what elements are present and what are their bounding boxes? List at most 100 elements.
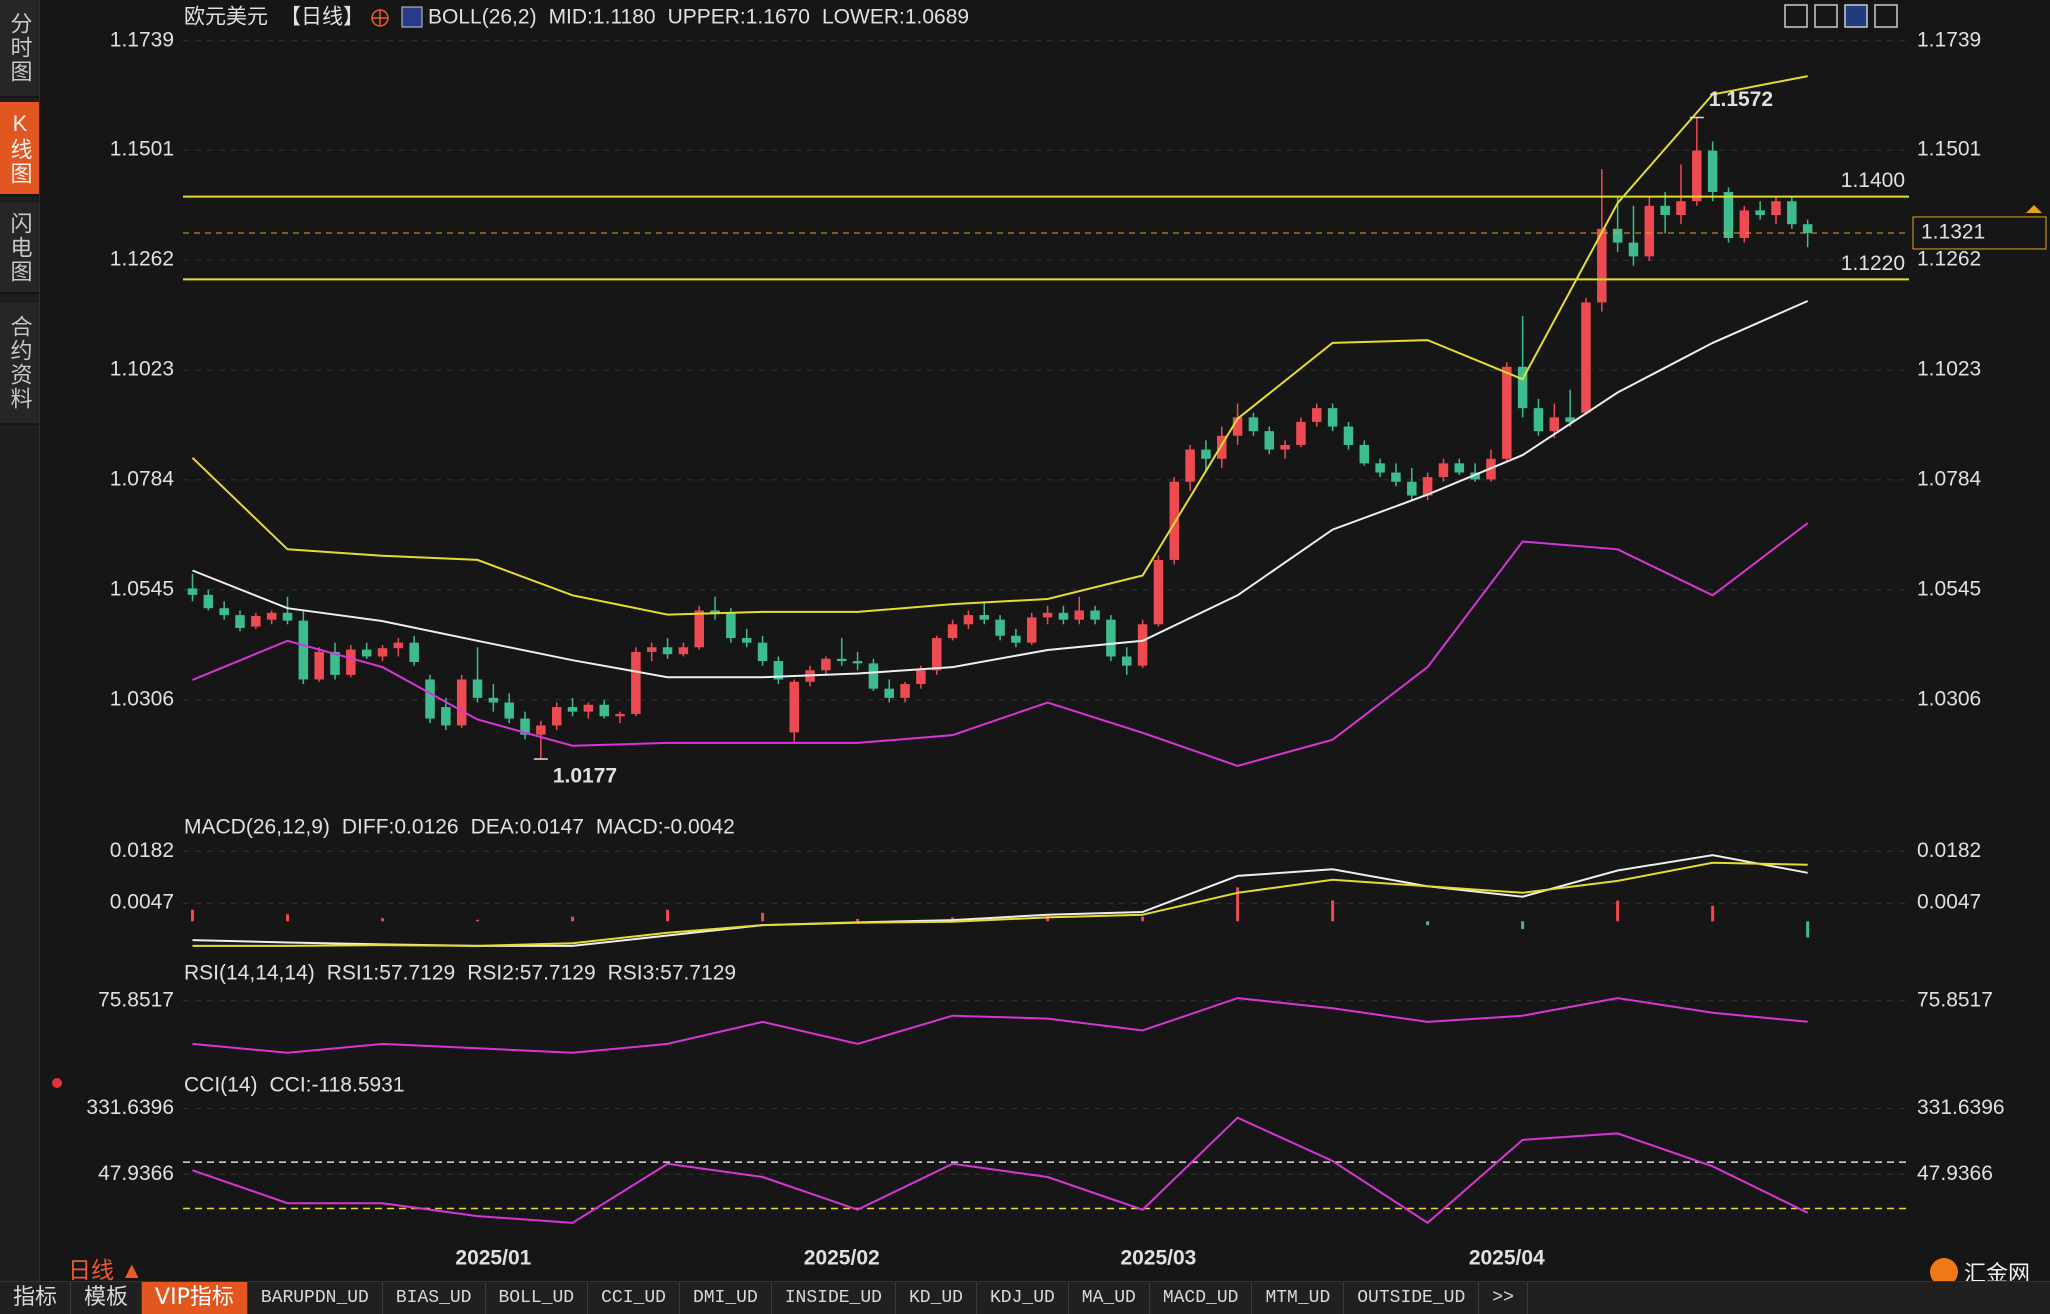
candle-body xyxy=(361,649,372,657)
candle-body xyxy=(1391,472,1401,482)
candle-body xyxy=(995,619,1005,636)
candle-body xyxy=(662,647,673,655)
candle-body xyxy=(1185,449,1195,482)
period-label[interactable]: 日线 ▲ xyxy=(68,1257,144,1283)
sidebar-tab[interactable]: 合约资料 xyxy=(0,303,39,425)
candle-body xyxy=(1533,408,1544,432)
candle-body xyxy=(1217,435,1227,459)
candle-body xyxy=(1502,366,1512,459)
indicator-line xyxy=(192,300,1809,679)
candle-body xyxy=(1676,201,1686,216)
candle-body xyxy=(789,681,799,733)
candle-body xyxy=(979,615,989,620)
last-price-box xyxy=(1912,216,2047,250)
candle-body xyxy=(1644,205,1655,257)
indicator-name: BOLL(26,2) xyxy=(428,6,537,29)
y-tick-label: 1.0306 xyxy=(110,687,174,710)
indicator-tab[interactable]: CCI_UD xyxy=(588,1282,680,1314)
legend-entry: RSI2:57.7129 xyxy=(467,962,595,985)
candle-body xyxy=(900,684,910,698)
candle-body xyxy=(456,679,467,726)
chart-title: 欧元美元 xyxy=(184,6,268,29)
candle-body xyxy=(1359,444,1370,464)
candle-body xyxy=(868,663,879,689)
indicator-line xyxy=(192,854,1808,947)
indicator-tab[interactable]: MTM_UD xyxy=(1252,1282,1345,1314)
candle-body xyxy=(678,647,689,655)
last-price-arrow xyxy=(2026,204,2042,213)
indicator-tab[interactable]: 模板 xyxy=(71,1282,143,1314)
sidebar: 分时图 K线图闪电图合约资料 xyxy=(0,0,40,1281)
candle-body xyxy=(1739,210,1750,239)
indicator-tab[interactable]: MACD_UD xyxy=(1150,1282,1253,1314)
candle-body xyxy=(1802,224,1813,233)
indicator-tab[interactable]: VIP指标 xyxy=(142,1282,248,1314)
candle-body xyxy=(694,610,704,648)
toolbar-icon xyxy=(1814,4,1838,28)
indicator-tab[interactable]: BIAS_UD xyxy=(383,1282,486,1314)
y-tick-label-right: 47.9366 xyxy=(1917,1162,1993,1185)
candle-body xyxy=(1707,150,1718,193)
candle-body xyxy=(1280,444,1290,450)
candle-body xyxy=(931,638,942,671)
candle-body xyxy=(203,594,214,609)
candle-body xyxy=(1422,477,1433,496)
indicator-tab[interactable]: KD_UD xyxy=(896,1282,977,1314)
toolbar-icon xyxy=(1874,4,1898,28)
y-tick-label-right: 1.1023 xyxy=(1917,358,1981,381)
candle-body xyxy=(1169,481,1180,560)
candle-body xyxy=(409,642,419,663)
legend-entry: DEA:0.0147 xyxy=(471,816,584,839)
indicator-tab[interactable]: BOLL_UD xyxy=(486,1282,589,1314)
indicator-tab[interactable]: 指标 xyxy=(0,1282,72,1314)
legend-entry: LOWER:1.0689 xyxy=(822,6,969,29)
chart: 欧元美元 【日线】 BOLL(26,2) MID:1.1180 UPPER:1.1670… xyxy=(52,4,2047,1270)
indicator-tab[interactable]: INSIDE_UD xyxy=(772,1282,896,1314)
y-tick-label: 47.9366 xyxy=(98,1162,174,1185)
legend-entry: CCI:-118.5931 xyxy=(270,1074,405,1097)
indicator-tab[interactable]: BARUPDN_UD xyxy=(248,1282,383,1314)
indicator-tab[interactable]: OUTSIDE_UD xyxy=(1344,1282,1480,1314)
candle-body xyxy=(1470,472,1480,480)
candle-body xyxy=(441,707,451,726)
candle-body xyxy=(821,658,831,671)
candle-body xyxy=(235,615,245,628)
indicator-tab[interactable]: DMI_UD xyxy=(680,1282,772,1314)
candle-body xyxy=(377,648,388,657)
candle-body xyxy=(1327,408,1338,427)
candle-body xyxy=(393,642,404,649)
extreme-label: 1.1572 xyxy=(1709,88,1773,111)
legend-entry: UPPER:1.1670 xyxy=(668,6,810,29)
candle-body xyxy=(1153,559,1164,625)
candle-body xyxy=(567,707,578,712)
indicator-tab[interactable]: >> xyxy=(1479,1282,1528,1314)
candle-body xyxy=(615,713,625,717)
candle-body xyxy=(1074,610,1085,620)
candle-body xyxy=(1058,612,1069,620)
sidebar-tab[interactable]: K线图 xyxy=(0,102,39,196)
x-tick-label: 2025/02 xyxy=(804,1247,880,1270)
candle-body xyxy=(1597,228,1607,303)
sidebar-tab[interactable]: 闪电图 xyxy=(0,203,39,294)
candle-body xyxy=(1201,449,1211,459)
candle-body xyxy=(1343,426,1354,445)
indicator-line xyxy=(192,1116,1809,1225)
sidebar-tab[interactable]: 分时图 xyxy=(0,0,39,98)
candle-body xyxy=(1581,302,1591,413)
candle-body xyxy=(1312,408,1322,422)
y-tick-label: 1.1739 xyxy=(110,28,174,51)
candle-body xyxy=(1122,656,1132,666)
candle-body xyxy=(1660,205,1670,216)
indicator-tab[interactable]: KDJ_UD xyxy=(977,1282,1069,1314)
candle-body xyxy=(836,658,847,662)
x-tick-label: 2025/03 xyxy=(1120,1247,1196,1270)
candle-body xyxy=(551,707,562,726)
y-tick-label-right: 1.1739 xyxy=(1917,28,1981,51)
candle-body xyxy=(583,704,594,712)
y-tick-label-right: 1.0306 xyxy=(1917,687,1981,710)
y-tick-label-right: 1.0545 xyxy=(1917,577,1981,600)
indicator-tab[interactable]: MA_UD xyxy=(1069,1282,1150,1314)
candle-body xyxy=(1565,417,1575,422)
y-tick-label: 1.0545 xyxy=(110,577,174,600)
